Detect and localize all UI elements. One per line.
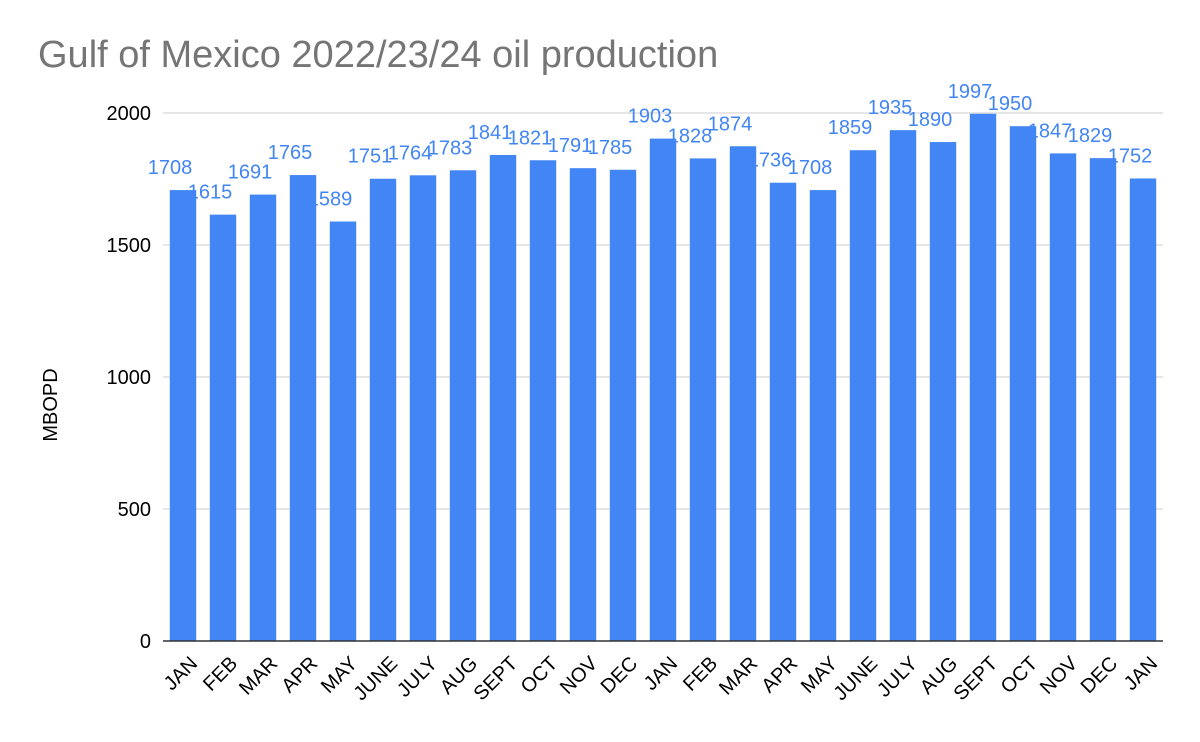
data-label: 1691	[228, 162, 273, 184]
x-tick-label: APR	[278, 653, 323, 698]
bar	[929, 142, 957, 642]
bar	[409, 175, 437, 641]
x-tick-label: DEC	[597, 653, 642, 698]
y-tick-label: 0	[140, 631, 151, 653]
data-label: 1791	[548, 135, 593, 157]
x-tick-label: JAN	[160, 653, 202, 695]
x-tick-label: JAN	[640, 653, 682, 695]
y-tick-label: 2000	[107, 103, 152, 125]
data-label: 1935	[868, 97, 913, 119]
x-tick-label: FEB	[679, 653, 722, 696]
y-tick-label: 1000	[107, 367, 152, 389]
bar	[609, 169, 637, 641]
data-label: 1841	[468, 122, 513, 144]
bar	[529, 160, 557, 642]
x-tick-label: DEC	[1077, 653, 1122, 698]
y-tick-label: 1500	[107, 235, 152, 257]
data-label: 1828	[668, 125, 713, 147]
x-tick-label: FEB	[199, 653, 242, 696]
data-label: 1829	[1068, 125, 1113, 147]
data-label: 1847	[1028, 120, 1073, 142]
data-label: 1950	[988, 93, 1033, 115]
data-label: 1752	[1108, 145, 1153, 167]
bar	[649, 138, 677, 641]
y-axis-title: MBOPD	[40, 368, 62, 441]
data-label: 1859	[828, 117, 873, 139]
y-tick-label: 500	[118, 499, 151, 521]
bars	[169, 113, 1157, 642]
bar	[889, 130, 917, 641]
bar	[249, 194, 277, 642]
data-label: 1615	[188, 182, 233, 204]
data-label: 1890	[908, 109, 953, 131]
x-tick-label: NOV	[1036, 652, 1083, 699]
x-tick-label: MAR	[235, 653, 282, 700]
bar	[729, 146, 757, 642]
bar	[809, 190, 837, 641]
data-label: 1765	[268, 142, 313, 164]
bar	[1009, 126, 1037, 641]
data-label: 1708	[148, 157, 193, 179]
x-tick-label: JUNE	[350, 653, 402, 705]
bar	[769, 182, 797, 642]
bar	[1049, 153, 1077, 641]
data-label: 1708	[788, 157, 833, 179]
bar	[1089, 158, 1117, 642]
x-tick-label: JULY	[873, 653, 922, 702]
x-tick-label: SEPT	[470, 653, 523, 706]
data-label: 1589	[308, 189, 353, 211]
bar	[449, 170, 477, 641]
data-label: 1751	[348, 146, 393, 168]
bar	[569, 168, 597, 641]
bar	[1129, 178, 1157, 642]
bar	[169, 190, 197, 641]
x-tick-label: SEPT	[950, 653, 1003, 706]
bar	[369, 178, 397, 641]
data-label: 1997	[948, 81, 993, 103]
bar	[689, 158, 717, 641]
data-label: 1764	[388, 142, 433, 164]
data-label: 1783	[428, 137, 473, 159]
x-tick-label: NOV	[556, 652, 603, 699]
data-label: 1821	[508, 127, 553, 149]
x-tick-label: OCT	[517, 653, 562, 698]
data-label: 1874	[708, 113, 753, 135]
x-tick-label: OCT	[997, 653, 1042, 698]
x-tick-label: JULY	[393, 653, 442, 702]
x-tick-label: MAR	[715, 653, 762, 700]
x-axis-ticks: JANFEBMARAPRMAYJUNEJULYAUGSEPTOCTNOVDECJ…	[160, 652, 1162, 705]
data-label: 1736	[748, 150, 793, 172]
data-label: 1903	[628, 106, 673, 128]
bar	[329, 221, 357, 641]
y-axis-ticks: 0 500 1000 1500 2000	[107, 103, 152, 653]
bar	[969, 113, 997, 642]
bar	[289, 175, 317, 642]
x-tick-label: APR	[758, 653, 803, 698]
bar	[209, 214, 237, 641]
chart-title: Gulf of Mexico 2022/23/24 oil production	[38, 34, 719, 76]
bar	[849, 150, 877, 641]
bar	[489, 154, 517, 641]
x-tick-label: JUNE	[830, 653, 882, 705]
x-tick-label: JAN	[1120, 653, 1162, 695]
data-label: 1785	[588, 137, 633, 159]
